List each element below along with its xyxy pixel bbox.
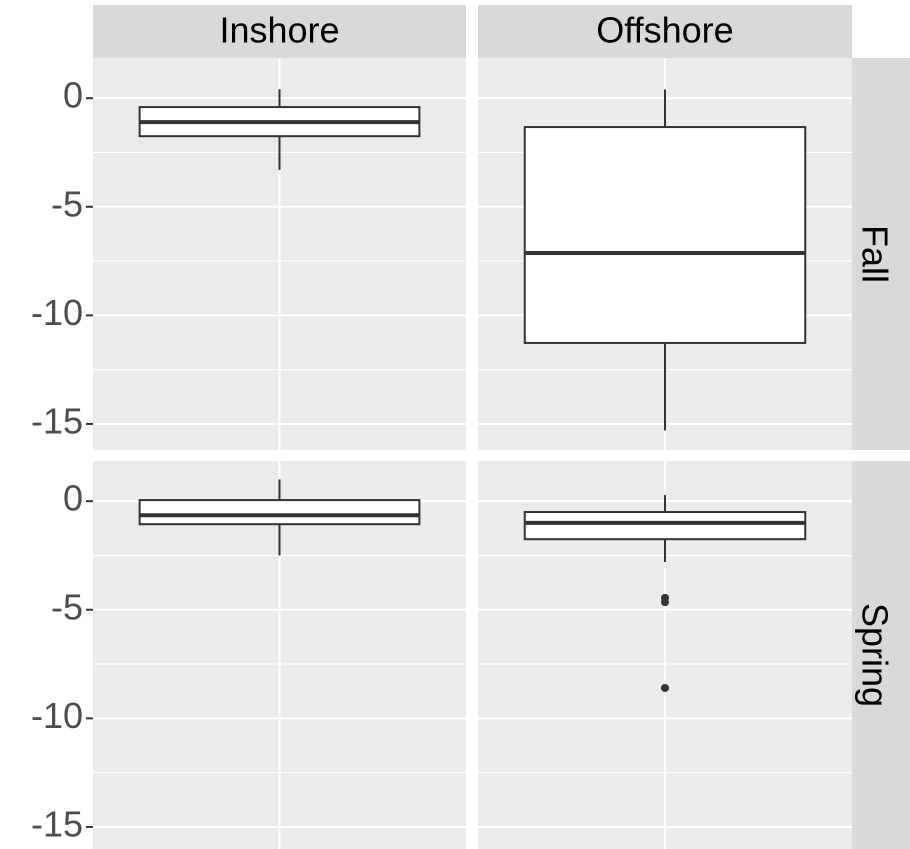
y-tick-label: -15 (31, 400, 83, 441)
y-tick-label: -5 (51, 183, 83, 224)
box (525, 127, 806, 343)
box (525, 512, 806, 539)
y-tick-label: -15 (31, 803, 83, 844)
column-label: Inshore (219, 10, 339, 51)
y-tick-label: -10 (31, 292, 83, 333)
y-tick-label: -10 (31, 695, 83, 736)
row-label: Fall (854, 225, 895, 283)
box (140, 500, 420, 524)
y-tick-label: -5 (51, 586, 83, 627)
outlier (661, 684, 669, 692)
column-label: Offshore (596, 10, 733, 51)
y-tick-label: 0 (63, 75, 83, 116)
outlier (661, 598, 669, 606)
y-tick-label: 0 (63, 478, 83, 519)
row-label: Spring (854, 603, 895, 707)
chart: Inshore Offshore Fall Spring -15 -10 -5 0 -15 -10… (0, 0, 910, 849)
